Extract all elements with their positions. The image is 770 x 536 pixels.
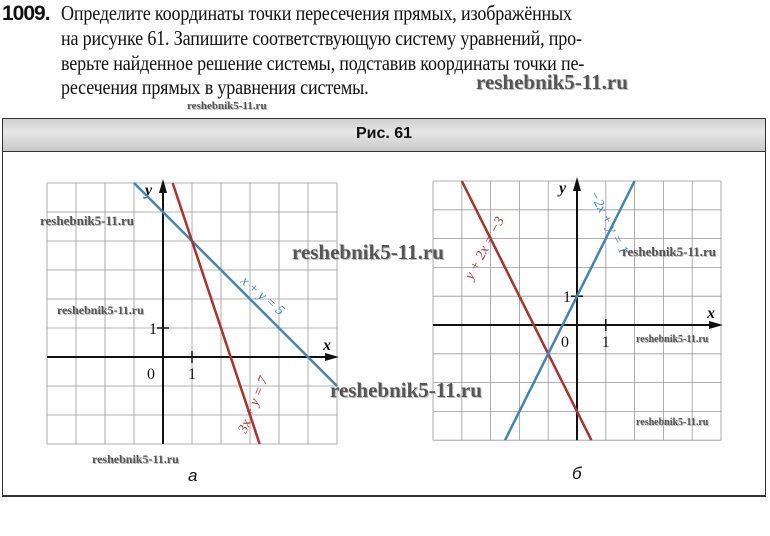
watermark: reshebnik5-11.ru xyxy=(330,378,482,402)
exercise-text-line: верьте найденное решение системы, подста… xyxy=(61,51,585,75)
watermark: reshebnik5-11.ru xyxy=(57,303,144,317)
x-axis-arrow xyxy=(709,321,723,329)
watermark: reshebnik5-11.ru xyxy=(292,240,444,264)
figure-frame: Рис. 61 xyxy=(2,118,766,497)
graph-line-1 xyxy=(460,180,593,441)
x-axis-arrow xyxy=(325,353,339,361)
x-tick-label: 1 xyxy=(602,334,610,351)
exercise-text-line: на рисунке 61. Запишите соответствующую … xyxy=(61,26,582,50)
figure-caption: Рис. 61 xyxy=(355,125,413,142)
y-axis-arrow xyxy=(159,179,167,193)
panel-label-a: а xyxy=(188,466,198,485)
y-tick-label: 1 xyxy=(149,321,157,338)
watermark: reshebnik5-11.ru xyxy=(476,70,628,94)
exercise-number: 1009. xyxy=(2,2,51,25)
origin-label: 0 xyxy=(561,334,569,351)
watermark: reshebnik5-11.ru xyxy=(40,213,135,228)
figure-caption-band: Рис. 61 xyxy=(3,119,765,152)
exercise-text-line: Определите координаты точки пересечения … xyxy=(61,1,572,25)
x-axis-label: x xyxy=(706,305,715,322)
x-axis-label: x xyxy=(322,337,331,354)
watermark: reshebnik5-11.ru xyxy=(187,100,267,112)
graph-line-2 xyxy=(171,182,261,445)
graph-line-1 xyxy=(133,182,338,387)
x-tick-label: 1 xyxy=(188,366,196,383)
y-axis-arrow xyxy=(573,177,581,191)
origin-label: 0 xyxy=(147,366,155,383)
panel-label-b: б xyxy=(572,464,582,483)
exercise-text-line: ресечения прямых в уравнения системы. xyxy=(61,75,369,99)
y-axis-label: y xyxy=(143,182,153,199)
y-axis-label: y xyxy=(557,180,567,197)
y-tick-label: 1 xyxy=(563,289,571,306)
watermark: reshebnik5-11.ru xyxy=(92,452,179,466)
graph-line-2 xyxy=(503,180,636,441)
watermark: reshebnik5-11.ru xyxy=(636,417,709,428)
watermark: reshebnik5-11.ru xyxy=(636,334,709,345)
watermark: reshebnik5-11.ru xyxy=(622,244,717,259)
